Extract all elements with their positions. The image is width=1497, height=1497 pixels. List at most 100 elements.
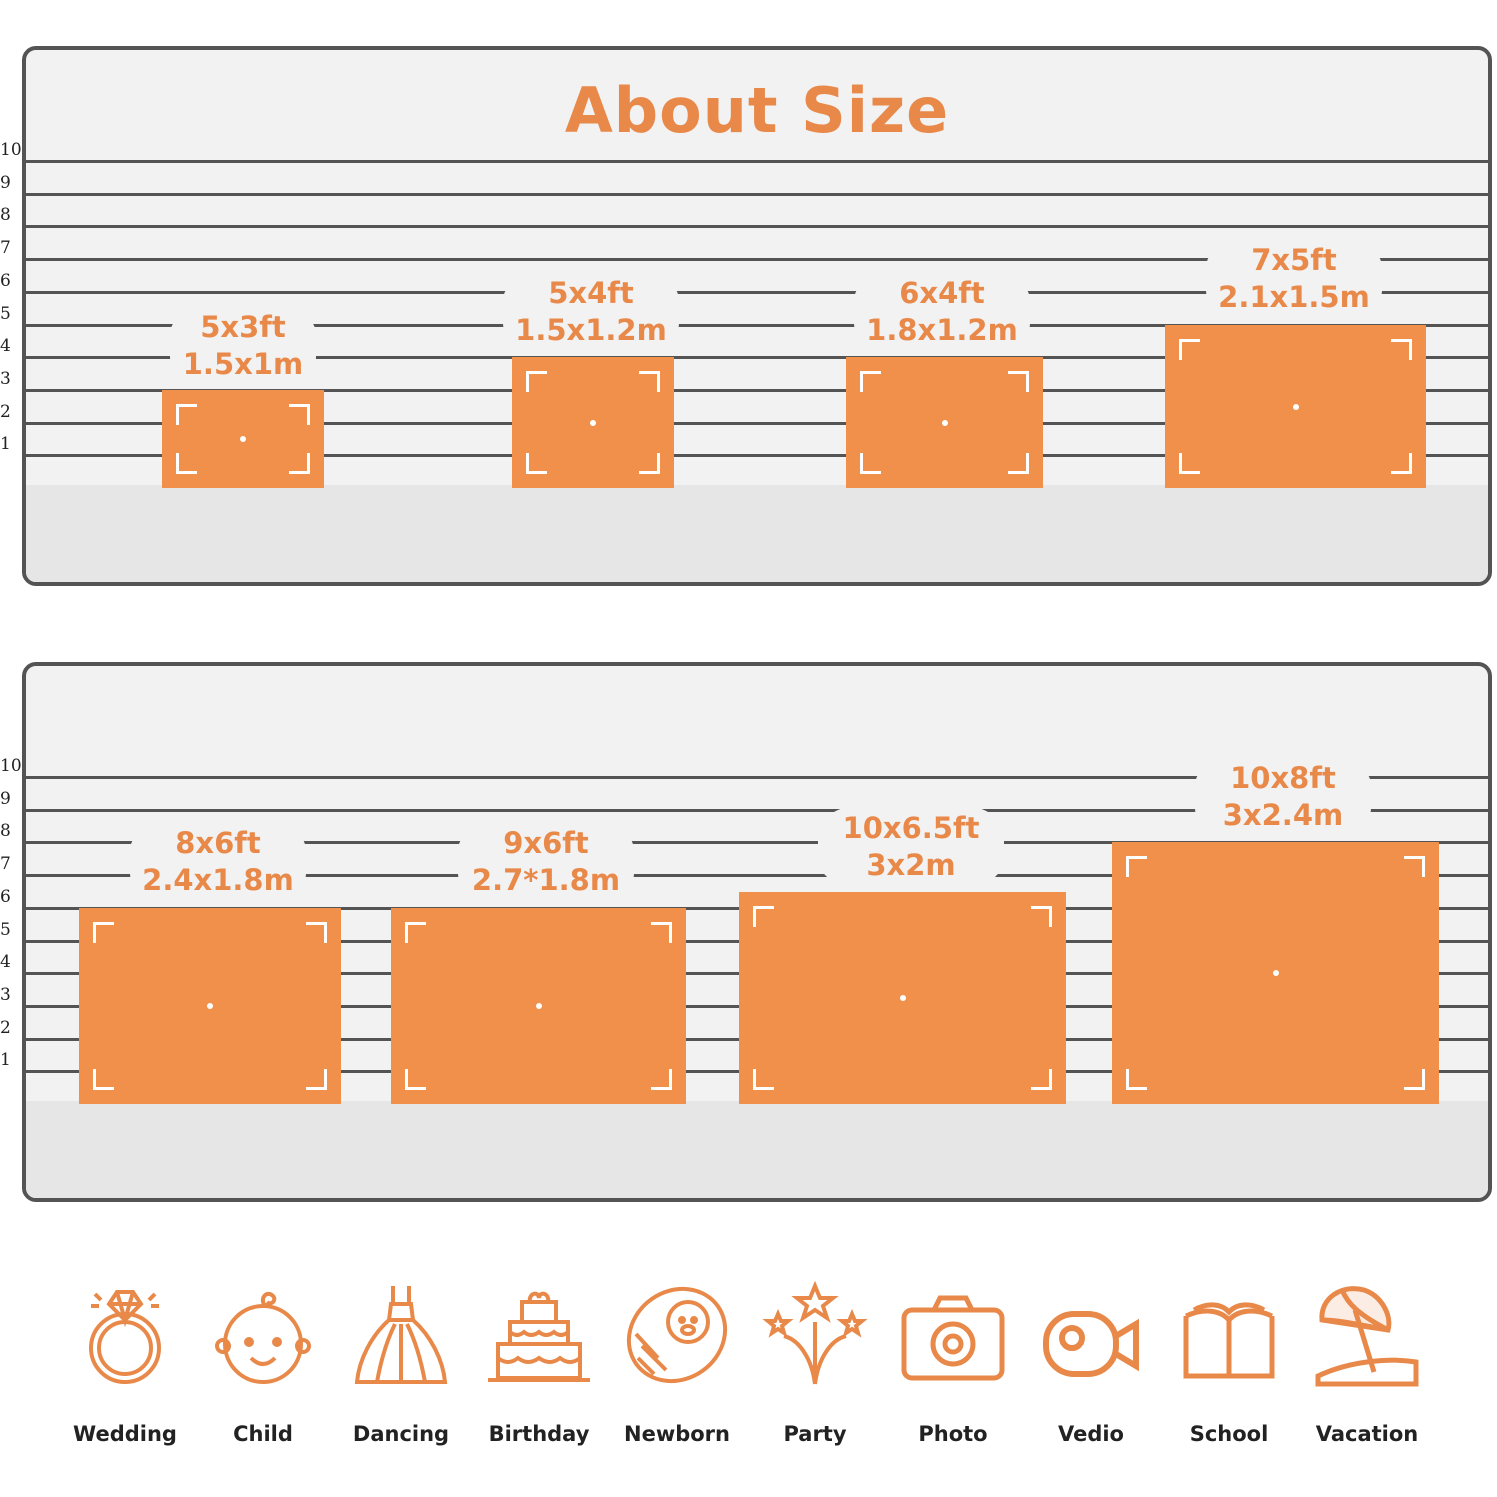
use-case-icons: Wedding Child Dancing Birthday: [55, 1280, 1442, 1470]
size-ft: 7x5ft: [1251, 243, 1337, 277]
backdrop-7x5: [1165, 325, 1426, 488]
frame-corner: [289, 404, 310, 425]
ruler-number: 7: [0, 238, 11, 259]
backdrop-5x3: [162, 390, 324, 488]
size-label-9x6: 9x6ft 2.7*1.8m: [458, 821, 634, 903]
size-label-8x6: 8x6ft 2.4x1.8m: [130, 821, 306, 903]
frame-corner: [753, 906, 774, 927]
height-line: [26, 388, 1488, 392]
height-line: [26, 808, 1488, 812]
use-label: School: [1189, 1422, 1269, 1446]
frame-corner: [176, 404, 197, 425]
floor: [26, 1101, 1488, 1198]
size-ft: 5x4ft: [548, 276, 634, 310]
center-dot: [535, 1003, 542, 1009]
backdrop-6x4: [846, 357, 1043, 488]
size-m: 3x2m: [866, 848, 956, 882]
frame-corner: [1391, 339, 1412, 360]
center-dot: [240, 436, 246, 442]
center-dot: [1272, 970, 1279, 976]
ruler-number: 9: [0, 172, 11, 193]
height-line: [26, 776, 1488, 779]
use-label: Dancing: [352, 1422, 450, 1446]
use-video: Vedio: [1021, 1280, 1161, 1446]
size-label-7x5: 7x5ft 2.1x1.5m: [1206, 238, 1382, 320]
frame-corner: [93, 1069, 114, 1090]
size-m: 2.7*1.8m: [471, 863, 621, 897]
center-dot: [899, 995, 906, 1001]
use-birthday: Birthday: [469, 1280, 609, 1446]
size-m: 2.1x1.5m: [1218, 280, 1370, 314]
ruler-number: 2: [0, 1017, 11, 1038]
size-m: 1.5x1m: [182, 347, 304, 381]
size-label-10x6.5: 10x6.5ft 3x2m: [818, 806, 1004, 888]
use-photo: Photo: [883, 1280, 1023, 1446]
backdrop-9x6: [391, 908, 686, 1104]
use-newborn: Newborn: [607, 1280, 747, 1446]
frame-corner: [1126, 856, 1147, 877]
size-m: 3x2.4m: [1222, 798, 1344, 832]
book-icon: [1183, 1302, 1275, 1379]
height-line: [26, 290, 1488, 294]
height-line: [26, 225, 1488, 229]
size-panel-bottom: 8x6ft 2.4x1.8m 9x6ft 2.7*1.8m 10x6.5ft 3…: [22, 662, 1492, 1202]
use-vacation: Vacation: [1297, 1280, 1437, 1446]
use-party: Party: [745, 1280, 885, 1446]
frame-corner: [405, 922, 426, 943]
use-label: Vacation: [1315, 1422, 1419, 1446]
ruler-number: 2: [0, 401, 11, 422]
frame-corner: [306, 1069, 327, 1090]
use-label: Birthday: [488, 1422, 590, 1446]
center-dot: [1292, 403, 1299, 410]
size-ft: 5x3ft: [200, 310, 286, 344]
frame-corner: [1179, 453, 1200, 474]
backdrop-10x8: [1112, 842, 1439, 1104]
height-line: [26, 874, 1488, 878]
center-dot: [590, 419, 596, 426]
frame-corner: [1404, 1069, 1425, 1090]
size-label-10x8: 10x8ft 3x2.4m: [1195, 756, 1371, 838]
backdrop-8x6: [79, 908, 341, 1104]
size-ft: 10x6.5ft: [842, 811, 980, 845]
ruler-number: 8: [0, 205, 11, 226]
use-label: Wedding: [73, 1422, 177, 1446]
frame-corner: [405, 1069, 426, 1090]
frame-corner: [860, 453, 881, 474]
frame-corner: [526, 371, 547, 392]
size-ft: 10x8ft: [1230, 761, 1336, 795]
ruler-number: 6: [0, 886, 11, 907]
center-dot: [941, 419, 948, 426]
ruler-number: 1: [0, 1050, 11, 1071]
height-line: [26, 160, 1488, 163]
ruler-number: 9: [0, 788, 11, 809]
use-label: Vedio: [1057, 1422, 1124, 1446]
size-label-6x4: 6x4ft 1.8x1.2m: [854, 271, 1030, 353]
frame-corner: [651, 1069, 672, 1090]
size-panel-top: About Size 5x3ft 1.5x1m 5x4ft 1.5x1.2m 6…: [22, 46, 1492, 586]
frame-corner: [1008, 453, 1029, 474]
ruler-number: 7: [0, 854, 11, 875]
size-ft: 8x6ft: [175, 826, 261, 860]
frame-corner: [1031, 906, 1052, 927]
height-line: [26, 421, 1488, 425]
beach-umbrella-icon: [1315, 1286, 1419, 1387]
frame-corner: [1008, 371, 1029, 392]
ruler-number: 5: [0, 303, 11, 324]
ruler-number: 6: [0, 270, 11, 291]
frame-corner: [860, 371, 881, 392]
frame-corner: [1126, 1069, 1147, 1090]
ruler-number: 10: [0, 756, 22, 776]
ruler-number: 3: [0, 984, 11, 1005]
frame-corner: [639, 453, 660, 474]
use-child: Child: [193, 1280, 333, 1446]
frame-corner: [1404, 856, 1425, 877]
size-m: 1.5x1.2m: [515, 313, 667, 347]
swaddled-baby-icon: [626, 1286, 728, 1384]
frame-corner: [1031, 1069, 1052, 1090]
backdrop-5x4: [512, 357, 674, 488]
size-label-5x4: 5x4ft 1.5x1.2m: [503, 271, 679, 353]
frame-corner: [93, 922, 114, 943]
ruler-number: 4: [0, 952, 11, 973]
use-label: Child: [233, 1422, 293, 1446]
center-dot: [207, 1003, 213, 1009]
